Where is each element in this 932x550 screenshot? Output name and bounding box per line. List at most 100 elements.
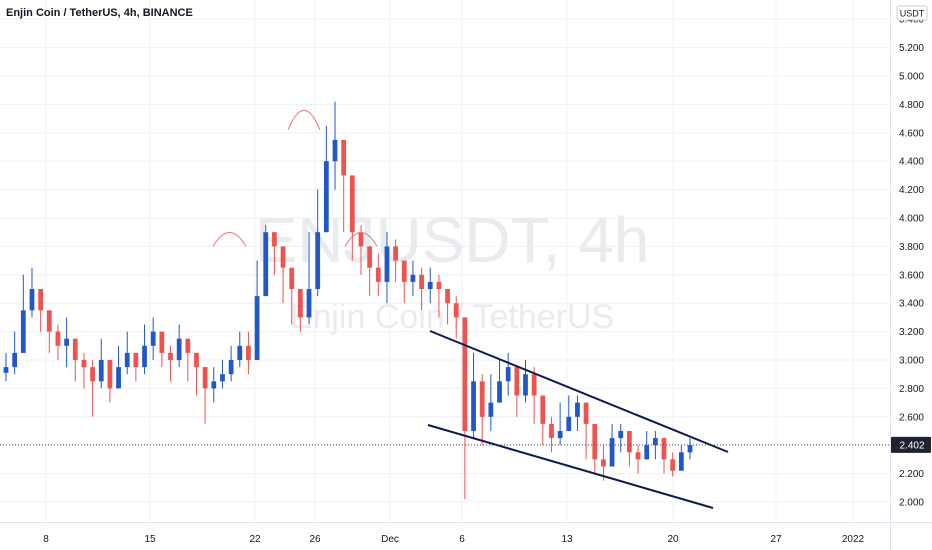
candle-body xyxy=(185,338,191,353)
candle-body xyxy=(98,360,104,382)
candle-body xyxy=(393,246,399,261)
candle-body xyxy=(453,303,459,318)
price-tick-label: 4.600 xyxy=(899,128,924,139)
candle-body xyxy=(384,246,390,282)
last-price-label: 2.402 xyxy=(899,440,924,451)
candle-body xyxy=(566,416,572,431)
shoulder-arc xyxy=(212,231,247,247)
time-tick-label: 8 xyxy=(43,534,49,545)
candle-body xyxy=(64,338,69,346)
candle-body xyxy=(107,360,113,389)
candle-body xyxy=(159,331,165,353)
currency-unit-label: USDT xyxy=(900,9,925,19)
candle-body xyxy=(38,289,44,311)
price-axis[interactable] xyxy=(890,0,932,550)
time-tick-label: 6 xyxy=(459,534,465,545)
time-tick-label: 15 xyxy=(144,534,156,545)
candle-body xyxy=(583,402,589,424)
candle-body xyxy=(323,161,329,233)
price-tick-label: 2.800 xyxy=(899,384,924,395)
candle-body xyxy=(272,232,277,247)
candle-body xyxy=(592,423,598,460)
time-tick-label: 26 xyxy=(309,534,321,545)
candle-body xyxy=(142,345,147,368)
shoulder-arc xyxy=(344,231,378,247)
currency-unit-badge[interactable] xyxy=(896,5,928,21)
price-tick-label: 2.000 xyxy=(899,498,924,509)
candle-body xyxy=(12,352,18,368)
candle-body xyxy=(462,317,468,431)
candle-body xyxy=(237,345,243,360)
candle-body xyxy=(367,246,373,268)
time-tick-label: Dec xyxy=(381,534,399,545)
candle-body xyxy=(436,281,442,289)
candle-body xyxy=(341,139,347,176)
drawings xyxy=(212,110,729,509)
candle-body xyxy=(514,367,520,396)
candle-body xyxy=(228,360,234,375)
time-axis-ticks[interactable]: 8 15 22 26 Dec 6 13 20 27 2022 xyxy=(43,534,864,545)
candle-body xyxy=(652,438,658,446)
candles xyxy=(3,101,693,500)
price-tick-label: 4.000 xyxy=(899,214,924,225)
candle-body xyxy=(29,289,35,311)
time-tick-label: 2022 xyxy=(842,534,865,545)
candle-body xyxy=(419,274,424,289)
candle-body xyxy=(90,367,95,382)
candle-body xyxy=(168,352,173,360)
last-price-badge xyxy=(891,436,931,453)
candle-body xyxy=(220,374,225,382)
candle-body xyxy=(627,431,632,453)
candle-body xyxy=(523,374,528,396)
time-tick-label: 22 xyxy=(249,534,261,545)
candle-body xyxy=(644,445,650,460)
price-tick-label: 4.400 xyxy=(899,157,924,168)
price-tick-label: 3.000 xyxy=(899,356,924,367)
candle-body xyxy=(427,281,433,289)
candle-body xyxy=(479,381,485,417)
candle-body xyxy=(497,381,502,403)
candle-body xyxy=(488,402,494,417)
price-tick-label: 5.200 xyxy=(899,43,924,54)
price-tick-label: 5.000 xyxy=(899,72,924,83)
price-tick-label: 2.600 xyxy=(899,412,924,423)
candle-body xyxy=(246,345,251,360)
watermark-symbol: ENJUSDT, 4h xyxy=(255,204,650,276)
candle-body xyxy=(349,175,355,233)
candle-body xyxy=(3,367,9,373)
candle-body xyxy=(55,331,61,346)
candle-body xyxy=(678,452,684,471)
candle-body xyxy=(72,338,78,360)
candle-body xyxy=(150,331,156,346)
candle-body xyxy=(176,338,182,360)
candle-body xyxy=(575,402,580,417)
candle-body xyxy=(410,274,416,282)
price-tick-label: 4.800 xyxy=(899,100,924,111)
candle-body xyxy=(211,381,217,389)
shoulder-arc xyxy=(287,110,321,131)
price-tick-label: 3.400 xyxy=(899,299,924,310)
watermark-name: Enjin Coin / TetherUS xyxy=(290,298,614,336)
candle-body xyxy=(289,267,295,289)
price-tick-label: 3.600 xyxy=(899,270,924,281)
candle-body xyxy=(254,296,260,360)
candle-body xyxy=(297,289,303,318)
time-tick-label: 20 xyxy=(667,534,679,545)
candle-body xyxy=(124,352,130,368)
candle-body xyxy=(332,139,338,162)
candle-body xyxy=(358,232,364,247)
candle-body xyxy=(549,423,554,439)
candle-body xyxy=(618,431,624,439)
candle-body xyxy=(635,452,641,460)
candle-body xyxy=(471,381,476,431)
watermark: ENJUSDT, 4h Enjin Coin / TetherUS xyxy=(255,204,650,336)
candle-body xyxy=(133,352,139,368)
time-tick-label: 27 xyxy=(770,534,782,545)
chart-title: Enjin Coin / TetherUS, 4h, BINANCE xyxy=(6,7,193,19)
candle-body xyxy=(202,367,208,389)
candle-body xyxy=(540,395,546,424)
candle-body xyxy=(445,289,450,304)
price-tick-label: 3.200 xyxy=(899,327,924,338)
channel-upper-line xyxy=(429,330,729,453)
